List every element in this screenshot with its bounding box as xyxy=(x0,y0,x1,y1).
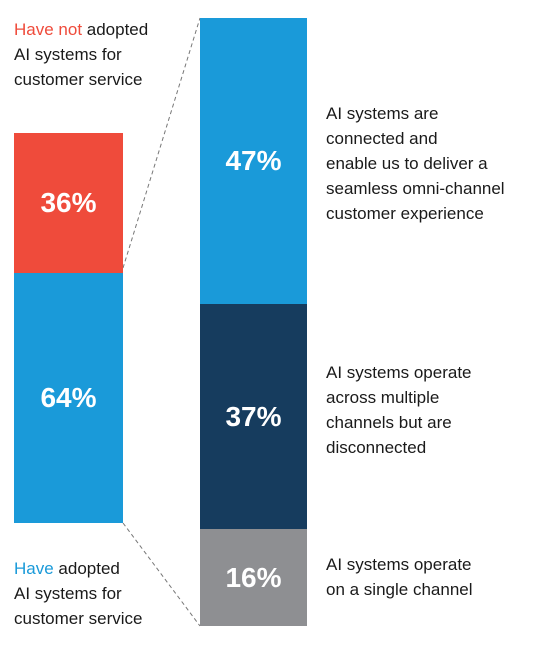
adopted-line2: AI systems for xyxy=(14,584,122,603)
desc-line: customer experience xyxy=(326,204,484,223)
adopted-label: Have adopted AI systems for customer ser… xyxy=(14,556,142,631)
desc-line: AI systems operate xyxy=(326,555,472,574)
desc-line: enable us to deliver a xyxy=(326,154,488,173)
segment-adopted-value: 64% xyxy=(40,382,97,413)
segment-not-adopted: 36% xyxy=(14,133,123,273)
segment-single-channel: 16% xyxy=(200,529,307,626)
desc-line: channels but are xyxy=(326,413,452,432)
desc-line: on a single channel xyxy=(326,580,473,599)
not-adopted-highlight: Have not xyxy=(14,20,83,39)
adopted-highlight: Have xyxy=(14,559,54,578)
desc-line: seamless omni-channel xyxy=(326,179,505,198)
not-adopted-label: Have not adopted AI systems for customer… xyxy=(14,17,148,92)
desc-line: across multiple xyxy=(326,388,440,407)
desc-line: connected and xyxy=(326,129,438,148)
segment-disconnected: 37% xyxy=(200,304,307,529)
adopted-rest: adopted xyxy=(53,559,120,578)
segment-connected-value: 47% xyxy=(225,145,282,176)
segment-not-adopted-value: 36% xyxy=(40,187,97,218)
not-adopted-line3: customer service xyxy=(14,70,143,89)
segment-adopted: 64% xyxy=(14,273,123,523)
not-adopted-rest: adopted xyxy=(82,20,149,39)
desc-connected: AI systems are connected and enable us to … xyxy=(326,101,505,226)
adopted-line3: customer service xyxy=(14,609,143,628)
desc-single-channel: AI systems operate on a single channel xyxy=(326,552,473,602)
not-adopted-line2: AI systems for xyxy=(14,45,122,64)
desc-line: AI systems operate xyxy=(326,363,472,382)
segment-single-channel-value: 16% xyxy=(225,561,282,593)
desc-line: disconnected xyxy=(326,438,427,457)
desc-disconnected: AI systems operate across multiple channel… xyxy=(326,360,472,460)
segment-connected: 47% xyxy=(200,18,307,304)
segment-disconnected-value: 37% xyxy=(225,400,282,432)
desc-line: AI systems are xyxy=(326,104,439,123)
